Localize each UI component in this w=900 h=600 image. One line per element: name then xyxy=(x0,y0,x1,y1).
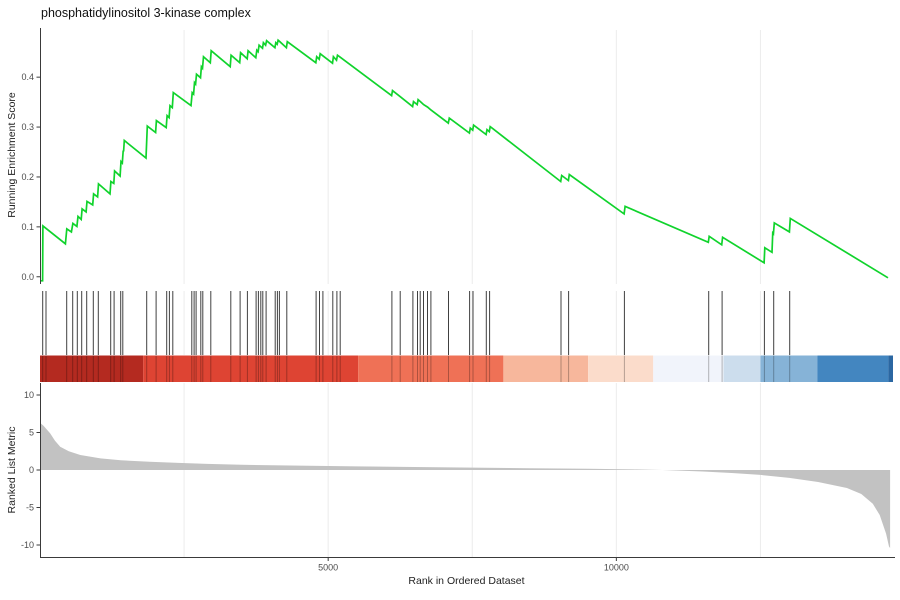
svg-text:0.4: 0.4 xyxy=(21,72,34,82)
x-axis-label: Rank in Ordered Dataset xyxy=(408,575,525,587)
svg-text:-10: -10 xyxy=(21,540,34,550)
hit-ticks xyxy=(42,291,791,382)
svg-text:0.3: 0.3 xyxy=(21,122,34,132)
running-score-curve xyxy=(40,38,889,282)
grid-lines xyxy=(183,30,761,557)
svg-text:10000: 10000 xyxy=(604,563,629,573)
svg-text:-5: -5 xyxy=(26,503,34,513)
running-score-axis-label: Running Enrichment Score xyxy=(6,92,18,218)
svg-text:10: 10 xyxy=(24,390,34,400)
svg-text:0.1: 0.1 xyxy=(21,222,34,232)
axes xyxy=(36,28,895,561)
svg-text:5000: 5000 xyxy=(318,563,338,573)
tick-labels: 0.0 0.1 0.2 0.3 0.4 -10 -5 0 5 10 5000 10000 xyxy=(21,72,629,572)
plot-title: phosphatidylinositol 3-kinase complex xyxy=(41,6,251,20)
svg-text:0: 0 xyxy=(29,465,34,475)
svg-text:0.2: 0.2 xyxy=(21,172,34,182)
svg-text:5: 5 xyxy=(29,428,34,438)
svg-text:0.0: 0.0 xyxy=(21,272,34,282)
ranked-metric-axis-label: Ranked List Metric xyxy=(6,426,18,514)
metric-area xyxy=(40,422,891,548)
color-bar xyxy=(40,355,893,382)
